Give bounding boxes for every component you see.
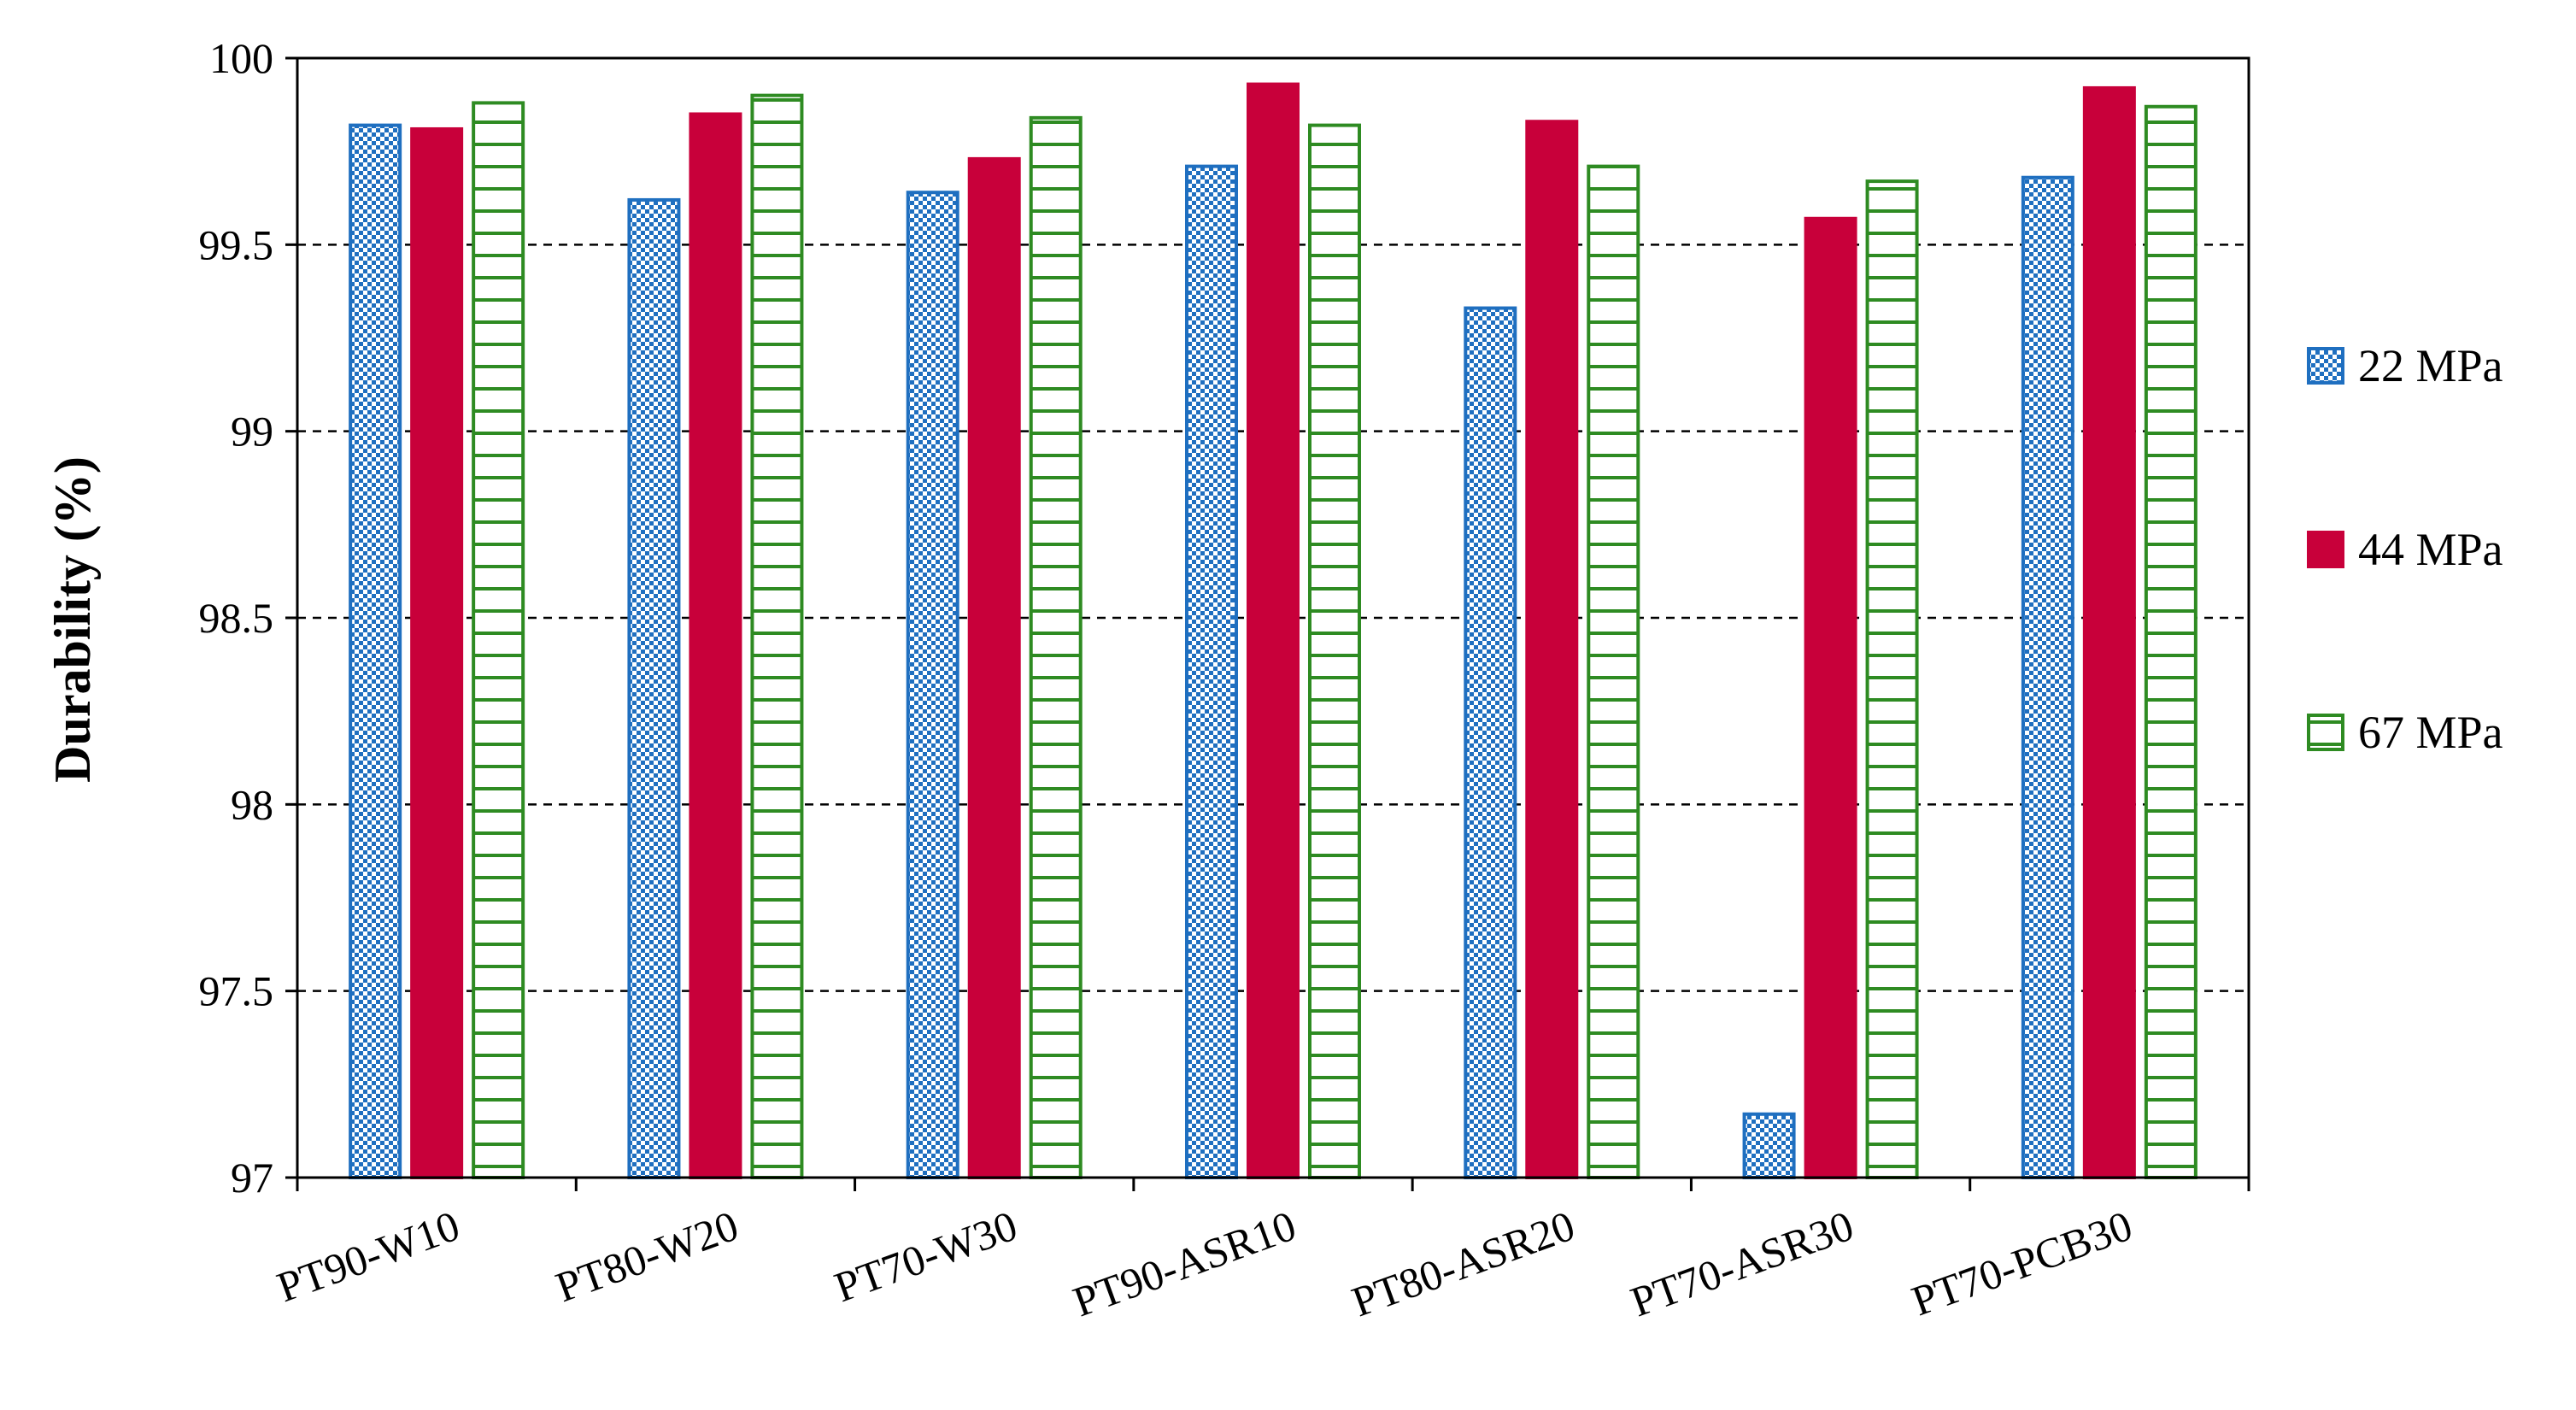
bar-22-mpa xyxy=(627,197,681,1179)
y-tick-label: 100 xyxy=(209,34,273,82)
legend-swatch xyxy=(2307,347,2344,385)
bar-44-mpa xyxy=(689,112,742,1179)
bar-67-mpa xyxy=(750,93,804,1180)
bar-22-mpa xyxy=(2021,175,2074,1180)
bar-22-mpa xyxy=(349,123,402,1180)
bar-44-mpa xyxy=(410,126,464,1179)
x-category-labels: PT90-W10 PT80-W20 PT70-W30 PT90-ASR10 PT80-A… xyxy=(271,1201,2139,1326)
x-category-label: PT90-W10 xyxy=(271,1201,466,1312)
y-tick-label: 99 xyxy=(231,408,273,455)
x-category-label: PT80-W20 xyxy=(549,1201,744,1312)
x-category-label: PT70-PCB30 xyxy=(1905,1201,2138,1325)
bar-67-mpa xyxy=(2144,104,2198,1179)
x-category-label: PT70-ASR30 xyxy=(1624,1201,1859,1326)
legend-swatch xyxy=(2307,714,2344,751)
y-tick-label: 97 xyxy=(231,1154,273,1201)
bar-44-mpa xyxy=(1247,82,1300,1180)
bar-67-mpa xyxy=(472,101,525,1179)
y-tick-label: 97.5 xyxy=(199,967,274,1015)
y-tick-label: 99.5 xyxy=(199,220,274,268)
y-axis-title: Durability (%) xyxy=(44,456,101,783)
legend-label: 67 MPa xyxy=(2358,707,2503,758)
bar-44-mpa xyxy=(2082,85,2136,1179)
bar-22-mpa xyxy=(1742,1112,1796,1180)
y-tick-label: 98.5 xyxy=(199,594,274,642)
bar-44-mpa xyxy=(1525,120,1579,1180)
bar-67-mpa xyxy=(1029,115,1083,1179)
bar-67-mpa xyxy=(1308,123,1361,1180)
x-category-label: PT70-W30 xyxy=(829,1201,1024,1312)
x-category-label: PT80-ASR20 xyxy=(1346,1201,1581,1326)
axis-ticks xyxy=(285,56,2250,1191)
legend-label: 22 MPa xyxy=(2358,340,2503,391)
legend: 22 MPa 44 MPa 67 MPa xyxy=(2307,340,2503,758)
y-tick-label: 98 xyxy=(231,780,273,828)
bar-22-mpa xyxy=(1185,164,1238,1180)
bar-67-mpa xyxy=(1587,164,1640,1180)
y-tick-labels: 97 97.5 98 98.5 99 99.5 100 xyxy=(199,34,274,1201)
bar-22-mpa xyxy=(1464,306,1517,1180)
bar-22-mpa xyxy=(906,191,959,1180)
legend-label: 44 MPa xyxy=(2358,524,2503,575)
bar-44-mpa xyxy=(1804,216,1857,1179)
bars xyxy=(349,82,2198,1180)
bar-67-mpa xyxy=(1865,179,1919,1180)
legend-swatch xyxy=(2307,531,2344,568)
bar-44-mpa xyxy=(967,156,1021,1179)
x-category-label: PT90-ASR10 xyxy=(1067,1201,1302,1326)
